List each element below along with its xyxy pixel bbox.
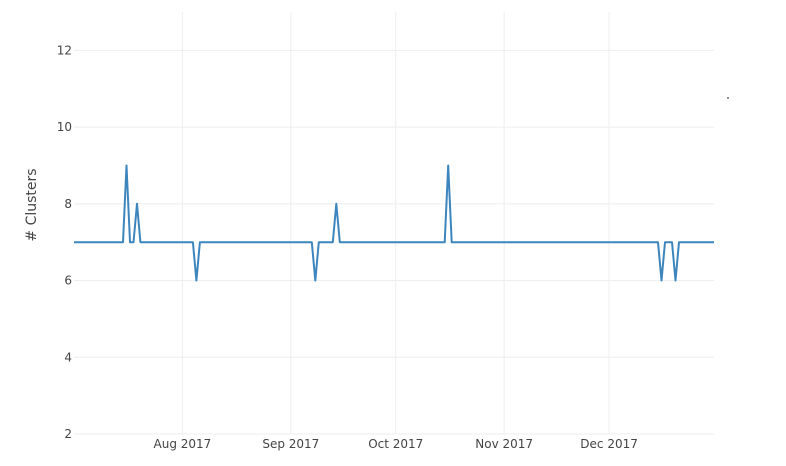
y-axis-ticks: 2 4 6 8 10 12 [57, 43, 72, 441]
y-tick-label: 2 [64, 427, 72, 441]
y-tick-label: 4 [64, 350, 72, 364]
series-lines [74, 164, 714, 282]
x-axis-ticks: Aug 2017 Sep 2017 Oct 2017 Nov 2017 Dec 2017 [154, 437, 638, 451]
y-tick-label: 10 [57, 120, 72, 134]
y-tick-label: 6 [64, 274, 72, 288]
y-axis-title: # Clusters [24, 168, 40, 241]
x-tick-label: Sep 2017 [262, 437, 319, 451]
x-tick-label: Oct 2017 [368, 437, 423, 451]
x-tick-label: Aug 2017 [154, 437, 212, 451]
y-tick-label: 12 [57, 43, 72, 57]
series-line [74, 164, 714, 282]
x-tick-label: Nov 2017 [475, 437, 533, 451]
y-tick-label: 8 [64, 197, 72, 211]
stray-dot [727, 97, 729, 99]
grid-lines [74, 12, 714, 435]
x-tick-label: Dec 2017 [580, 437, 638, 451]
